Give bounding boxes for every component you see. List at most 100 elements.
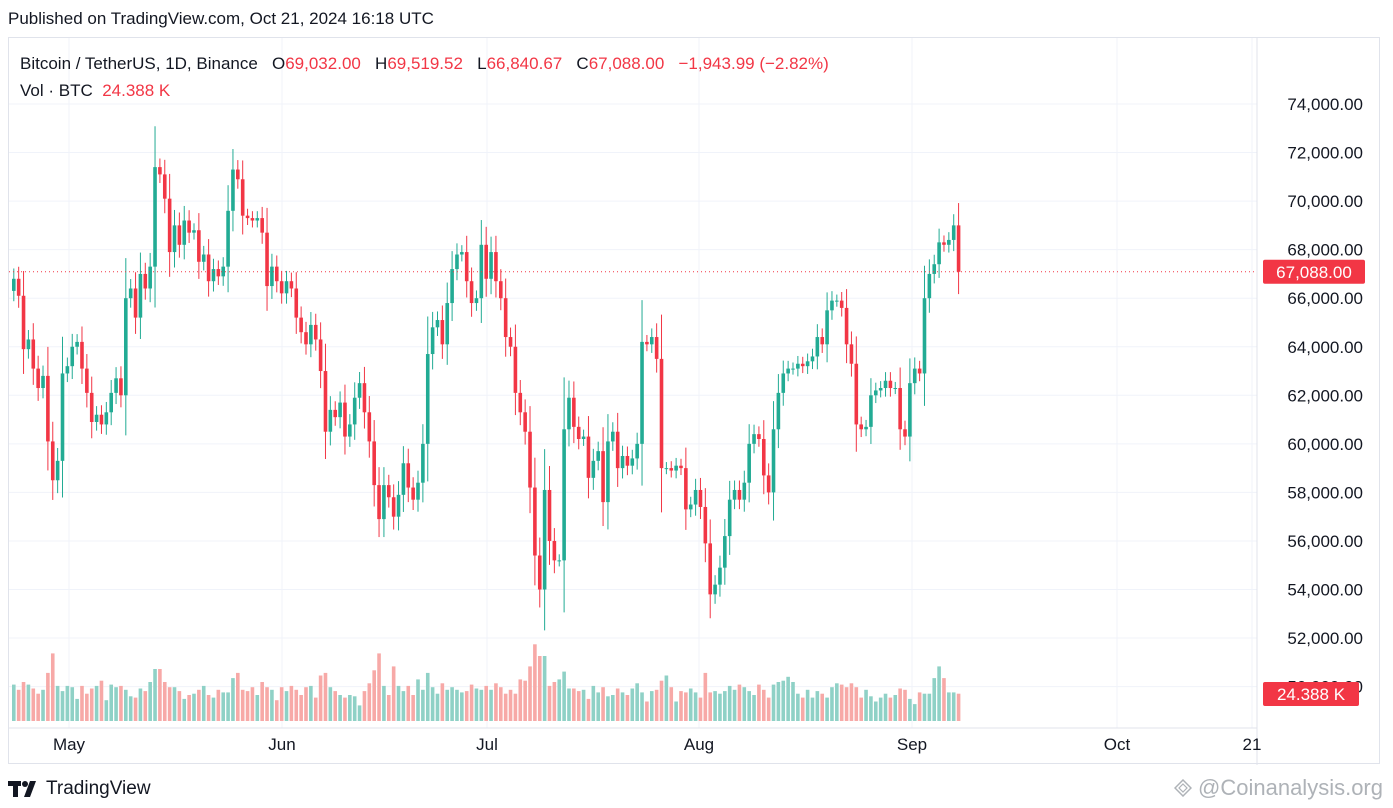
candle-body xyxy=(576,426,581,439)
candle-body xyxy=(854,363,859,425)
y-tick-label: 66,000.00 xyxy=(1287,289,1363,308)
candle-body xyxy=(201,254,206,262)
volume-bar xyxy=(328,687,333,721)
candle-body xyxy=(917,368,922,374)
volume-bar xyxy=(611,695,615,721)
volume-bar xyxy=(742,687,747,721)
candle-body xyxy=(323,371,328,432)
volume-bar xyxy=(839,684,844,721)
candle-body xyxy=(386,485,391,498)
volume-bar xyxy=(421,689,425,721)
candle-body xyxy=(503,298,508,338)
volume-bar xyxy=(732,689,737,721)
volume-bar xyxy=(348,695,352,721)
volume-bar xyxy=(864,689,868,721)
open-label: O xyxy=(271,54,286,73)
candle-body xyxy=(883,380,888,389)
volume-bar xyxy=(425,672,430,721)
volume-bar xyxy=(104,700,109,721)
y-tick-label: 62,000.00 xyxy=(1287,386,1363,405)
candle-body xyxy=(391,497,396,517)
low-value: 66,840.67 xyxy=(486,54,563,73)
volume-bar xyxy=(318,675,323,721)
published-header: Published on TradingView.com, Oct 21, 20… xyxy=(8,9,434,28)
candle-body xyxy=(937,242,941,265)
y-tick-label: 74,000.00 xyxy=(1287,95,1363,114)
candle-body xyxy=(562,429,566,561)
candle-body xyxy=(693,489,698,505)
volume-bar xyxy=(533,644,537,721)
candle-body xyxy=(236,169,240,180)
tradingview-logo[interactable]: TradingView xyxy=(8,778,151,800)
volume-bar xyxy=(270,689,274,721)
volume-bar xyxy=(138,688,143,721)
volume-bar xyxy=(567,688,571,721)
high-label: H xyxy=(375,54,388,73)
candle-body xyxy=(206,254,211,282)
volume-bar xyxy=(192,693,196,721)
volume-bar xyxy=(75,698,79,721)
candle-body xyxy=(596,451,600,461)
x-tick-label: May xyxy=(53,735,86,754)
candle-body xyxy=(372,441,376,486)
volume-bar xyxy=(396,685,401,721)
volume-bar xyxy=(625,695,630,721)
volume-bar xyxy=(445,689,450,721)
volume-bar xyxy=(177,691,182,721)
candle-body xyxy=(187,220,191,233)
candle-body xyxy=(460,252,464,255)
candle-body xyxy=(581,436,586,439)
y-tick-label: 70,000.00 xyxy=(1287,192,1363,211)
candle-body xyxy=(265,232,269,287)
watermark: @Coinanalysis.org xyxy=(1174,775,1383,801)
volume-bar xyxy=(947,692,951,721)
candle-body xyxy=(158,167,162,175)
candle-body xyxy=(869,395,873,427)
candle-body xyxy=(606,441,610,503)
volume-bar xyxy=(737,684,742,721)
volume-bar xyxy=(255,695,260,721)
chart-canvas[interactable]: 74,000.00 72,000.00 70,000.00 68,000.00 66,0… xyxy=(9,38,1381,765)
volume-bar xyxy=(455,689,459,721)
volume-bar xyxy=(299,695,303,721)
volume-bar xyxy=(693,692,698,721)
candle-body xyxy=(664,468,669,470)
volume-bar xyxy=(377,653,381,721)
candle-body xyxy=(859,424,863,430)
candle-body xyxy=(849,344,854,364)
volume-bar xyxy=(523,680,527,721)
volume-bar xyxy=(31,688,36,721)
y-tick-label: 52,000.00 xyxy=(1287,629,1363,648)
candle-body xyxy=(469,281,474,304)
candle-body xyxy=(343,402,347,437)
candle-body xyxy=(630,458,635,466)
candle-body xyxy=(567,397,571,430)
volume-bar xyxy=(333,691,338,721)
candle-body xyxy=(89,392,94,423)
volume-bar xyxy=(357,705,362,721)
volume-row: Vol · BTC 24.388 K xyxy=(20,77,829,104)
candle-body xyxy=(727,499,732,537)
volume-label[interactable]: Vol · BTC xyxy=(20,81,93,100)
volume-bar xyxy=(440,683,445,721)
candle-body xyxy=(216,269,221,277)
symbol-label[interactable]: Bitcoin / TetherUS, 1D, Binance xyxy=(20,54,258,73)
volume-bar xyxy=(830,687,834,721)
candle-body xyxy=(16,278,21,296)
volume-bar xyxy=(776,682,781,721)
volume-bar xyxy=(479,689,484,721)
candle-body xyxy=(786,368,790,374)
volume-bar xyxy=(888,697,893,721)
volume-bar xyxy=(903,689,907,721)
candle-body xyxy=(654,337,659,359)
volume-bar xyxy=(893,695,898,721)
chart-frame[interactable]: 74,000.00 72,000.00 70,000.00 68,000.00 66,0… xyxy=(8,37,1381,765)
volume-bar xyxy=(401,691,406,721)
candle-body xyxy=(557,560,562,562)
candle-body xyxy=(703,506,708,544)
volume-bar xyxy=(464,691,469,721)
candle-body xyxy=(80,341,84,369)
candle-body xyxy=(153,167,157,267)
y-tick-label: 56,000.00 xyxy=(1287,532,1363,551)
x-tick-label: Sep xyxy=(897,735,927,754)
